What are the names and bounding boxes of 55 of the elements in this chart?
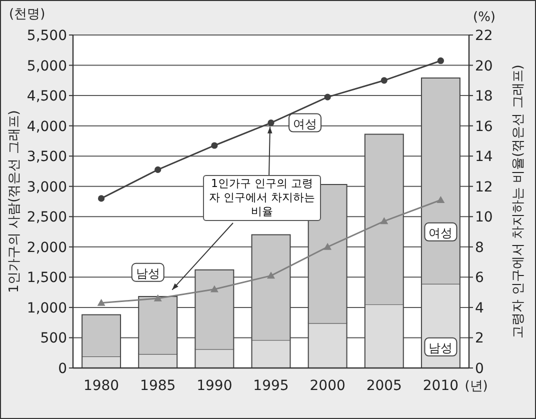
annotation: 1인가구 인구의 고령자 인구에서 차지하는 비율 [203, 175, 321, 221]
y-tick-label: 4,000 [26, 118, 67, 135]
x-axis-title: (년) [464, 379, 488, 394]
x-tick-label: 2010 [422, 378, 459, 394]
x-tick-label: 1990 [196, 378, 232, 394]
y-tick-label: 5,000 [26, 58, 67, 74]
y2-tick-label: 20 [475, 58, 493, 74]
y2-tick-label: 4 [475, 300, 484, 316]
point [211, 142, 218, 149]
x-tick-label: 1985 [140, 378, 176, 394]
y2-tick-label: 0 [475, 361, 484, 377]
y2-tick-label: 18 [475, 88, 493, 105]
y-tick-label: 0 [58, 361, 67, 377]
y2-tick-label: 8 [475, 240, 484, 256]
point [210, 285, 218, 292]
y2-tick-label: 2 [475, 330, 484, 347]
point [98, 195, 105, 202]
y2-tick-label: 12 [475, 179, 493, 196]
x-tick-label: 1995 [253, 378, 289, 394]
point [267, 272, 275, 279]
point [380, 217, 388, 224]
y2-tick-label: 10 [475, 210, 493, 226]
text: (천명) [9, 7, 46, 22]
y2-tick-label: 22 [475, 28, 493, 44]
series-label: 여성 [428, 226, 453, 240]
y-tick-label: 500 [40, 330, 67, 347]
point [437, 57, 444, 64]
y2-tick-label: 14 [475, 149, 493, 166]
y-tick-label: 3,500 [26, 149, 67, 166]
y-tick-label: 1,500 [26, 270, 67, 286]
y2-axis-title: 고령자 인구에서 차지하는 비율(꺾은선 그래프) [511, 64, 526, 338]
x-tick-label: 2005 [366, 378, 402, 394]
point [380, 77, 388, 84]
series-label: 남성 [136, 266, 160, 280]
x-tick-label: 1980 [83, 378, 120, 394]
point [324, 242, 332, 250]
series-label: 남성 [428, 340, 453, 355]
point [154, 166, 162, 174]
point [154, 294, 162, 302]
point [324, 94, 331, 100]
y-axis-title: 1인가구의 사람(꺾은선 그래프) [7, 110, 22, 293]
y-tick-label: 5,500 [26, 28, 67, 44]
text: (%) [473, 10, 496, 25]
y-tick-label: 2,000 [26, 240, 67, 256]
y-tick-label: 2,500 [26, 210, 67, 226]
legend-label: 여성 [293, 116, 317, 131]
y-tick-label: 4,500 [26, 88, 67, 105]
y-tick-label: 3,000 [26, 179, 67, 196]
point [268, 119, 274, 126]
y2-tick-label: 6 [475, 270, 484, 286]
x-tick-label: 2000 [310, 378, 346, 394]
point [436, 196, 445, 203]
point [97, 298, 106, 306]
y2-tick-label: 16 [475, 118, 493, 135]
y-tick-label: 1,000 [26, 300, 67, 316]
